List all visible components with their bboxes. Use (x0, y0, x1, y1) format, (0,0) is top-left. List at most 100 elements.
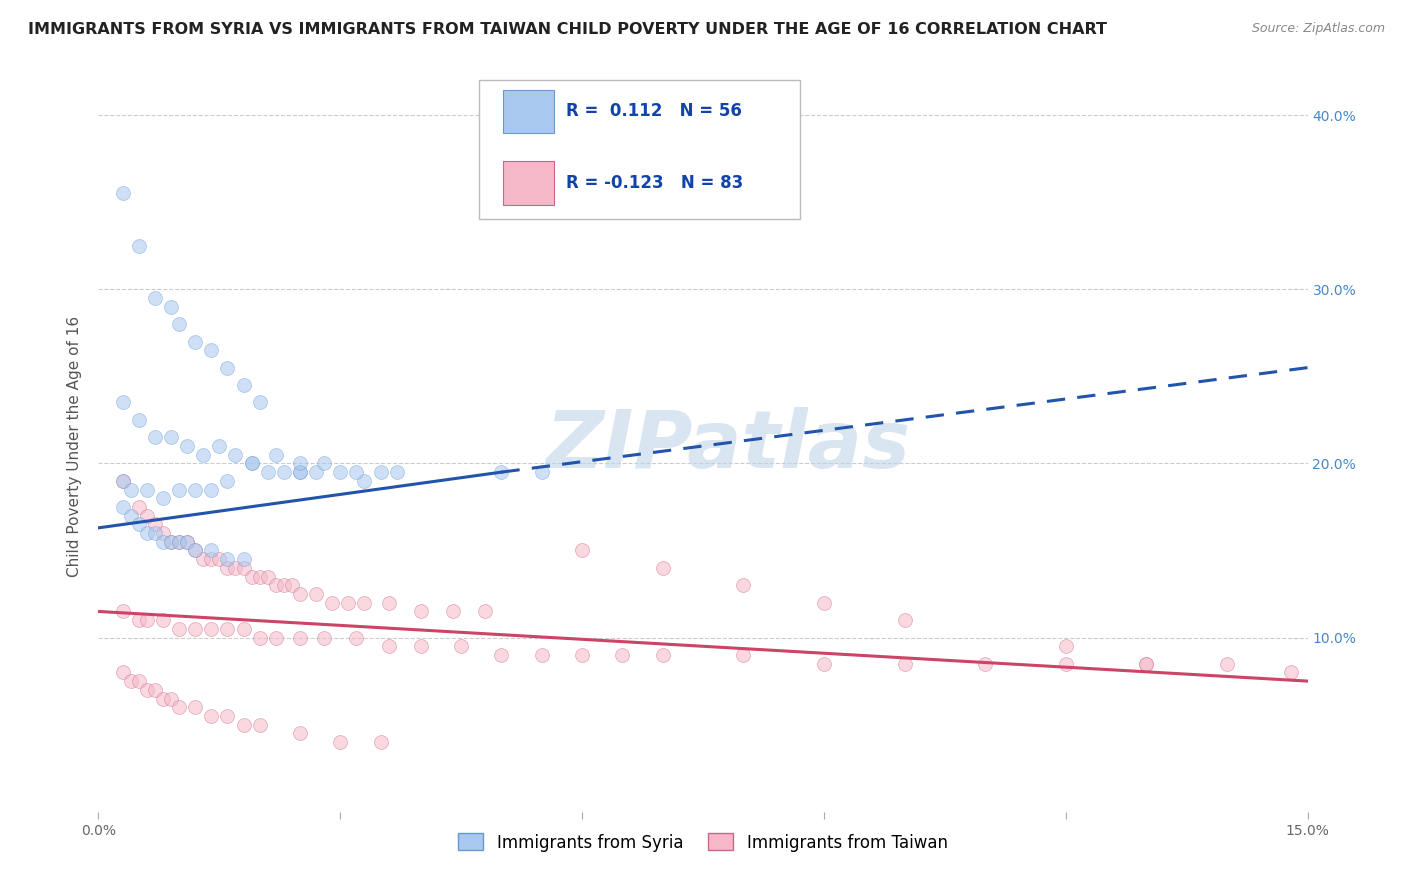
Point (167, 317, 190, 331)
Point (733, 648, 755, 662)
Point (167, 483, 190, 497)
Point (143, 291, 166, 305)
Point (1281, 665, 1303, 680)
Point (329, 465, 352, 479)
Point (120, 483, 142, 497)
Point (288, 587, 311, 601)
Point (240, 457, 263, 471)
Point (377, 640, 399, 654)
Point (193, 448, 215, 462)
Point (135, 526, 157, 541)
Text: R =  0.112   N = 56: R = 0.112 N = 56 (567, 103, 742, 120)
Point (217, 709, 239, 723)
Point (143, 517, 166, 532)
Point (288, 457, 311, 471)
Point (1216, 657, 1239, 671)
Point (184, 700, 207, 714)
Point (224, 448, 246, 462)
Point (200, 483, 222, 497)
Point (256, 465, 278, 479)
Point (288, 465, 311, 479)
Point (441, 604, 464, 618)
Point (128, 674, 150, 689)
Point (651, 648, 673, 662)
Point (249, 631, 271, 645)
Point (184, 483, 207, 497)
Point (370, 735, 392, 749)
Point (281, 578, 304, 592)
Point (1135, 657, 1157, 671)
Point (135, 508, 157, 523)
Point (200, 552, 222, 566)
Point (200, 543, 222, 558)
Point (217, 622, 239, 636)
Point (128, 613, 150, 627)
Point (288, 465, 311, 479)
Point (184, 334, 207, 349)
Point (491, 648, 513, 662)
Point (111, 395, 134, 409)
Point (314, 457, 336, 471)
Point (160, 430, 183, 444)
Point (232, 378, 254, 392)
Point (571, 648, 593, 662)
Point (184, 543, 207, 558)
Point (273, 465, 295, 479)
Point (184, 622, 207, 636)
Point (353, 596, 375, 610)
Point (128, 500, 150, 514)
Point (337, 596, 360, 610)
Point (377, 596, 399, 610)
Point (314, 631, 336, 645)
Point (217, 552, 239, 566)
Point (232, 561, 254, 575)
Point (530, 648, 553, 662)
Point (232, 622, 254, 636)
Point (160, 534, 183, 549)
Point (370, 465, 392, 479)
Point (135, 682, 157, 697)
Point (491, 465, 513, 479)
Point (167, 534, 190, 549)
Point (152, 613, 174, 627)
Point (273, 578, 295, 592)
Point (733, 578, 755, 592)
Point (353, 474, 375, 488)
Point (176, 534, 198, 549)
Point (813, 596, 835, 610)
Point (240, 569, 263, 583)
Point (974, 657, 997, 671)
Point (450, 640, 472, 654)
Point (893, 613, 915, 627)
Point (409, 640, 432, 654)
Point (474, 604, 496, 618)
Point (288, 631, 311, 645)
FancyBboxPatch shape (503, 161, 554, 204)
Point (264, 578, 287, 592)
Point (160, 691, 183, 706)
Point (167, 622, 190, 636)
Point (217, 474, 239, 488)
Point (143, 430, 166, 444)
Point (111, 186, 134, 201)
Point (200, 622, 222, 636)
Point (111, 474, 134, 488)
Point (128, 413, 150, 427)
Point (167, 700, 190, 714)
Point (135, 483, 157, 497)
Point (305, 465, 328, 479)
Point (128, 238, 150, 252)
Point (152, 491, 174, 506)
Point (176, 534, 198, 549)
Point (217, 360, 239, 375)
Point (651, 561, 673, 575)
Point (1135, 657, 1157, 671)
Point (256, 569, 278, 583)
FancyBboxPatch shape (479, 80, 800, 219)
Point (152, 526, 174, 541)
Point (612, 648, 634, 662)
Point (193, 552, 215, 566)
Text: Source: ZipAtlas.com: Source: ZipAtlas.com (1251, 22, 1385, 36)
Point (249, 717, 271, 731)
Point (120, 674, 142, 689)
